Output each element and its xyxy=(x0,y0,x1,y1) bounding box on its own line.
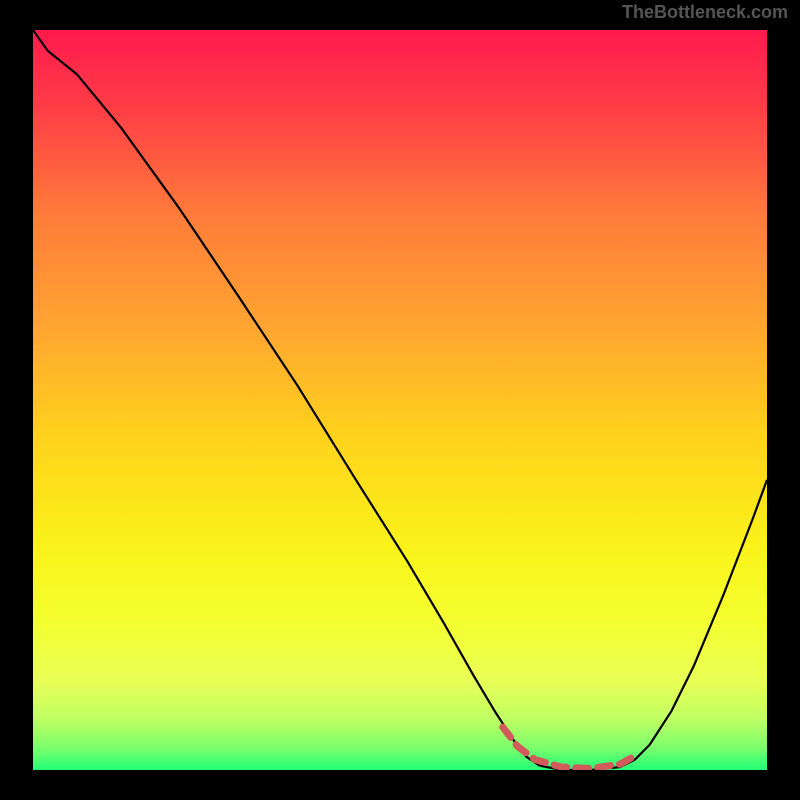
flat-region-highlight xyxy=(503,727,634,768)
bottleneck-curve xyxy=(33,30,767,770)
chart-stage: TheBottleneck.com xyxy=(0,0,800,800)
attribution-text: TheBottleneck.com xyxy=(622,2,788,23)
curve-svg xyxy=(33,30,767,770)
plot-area xyxy=(33,30,767,770)
